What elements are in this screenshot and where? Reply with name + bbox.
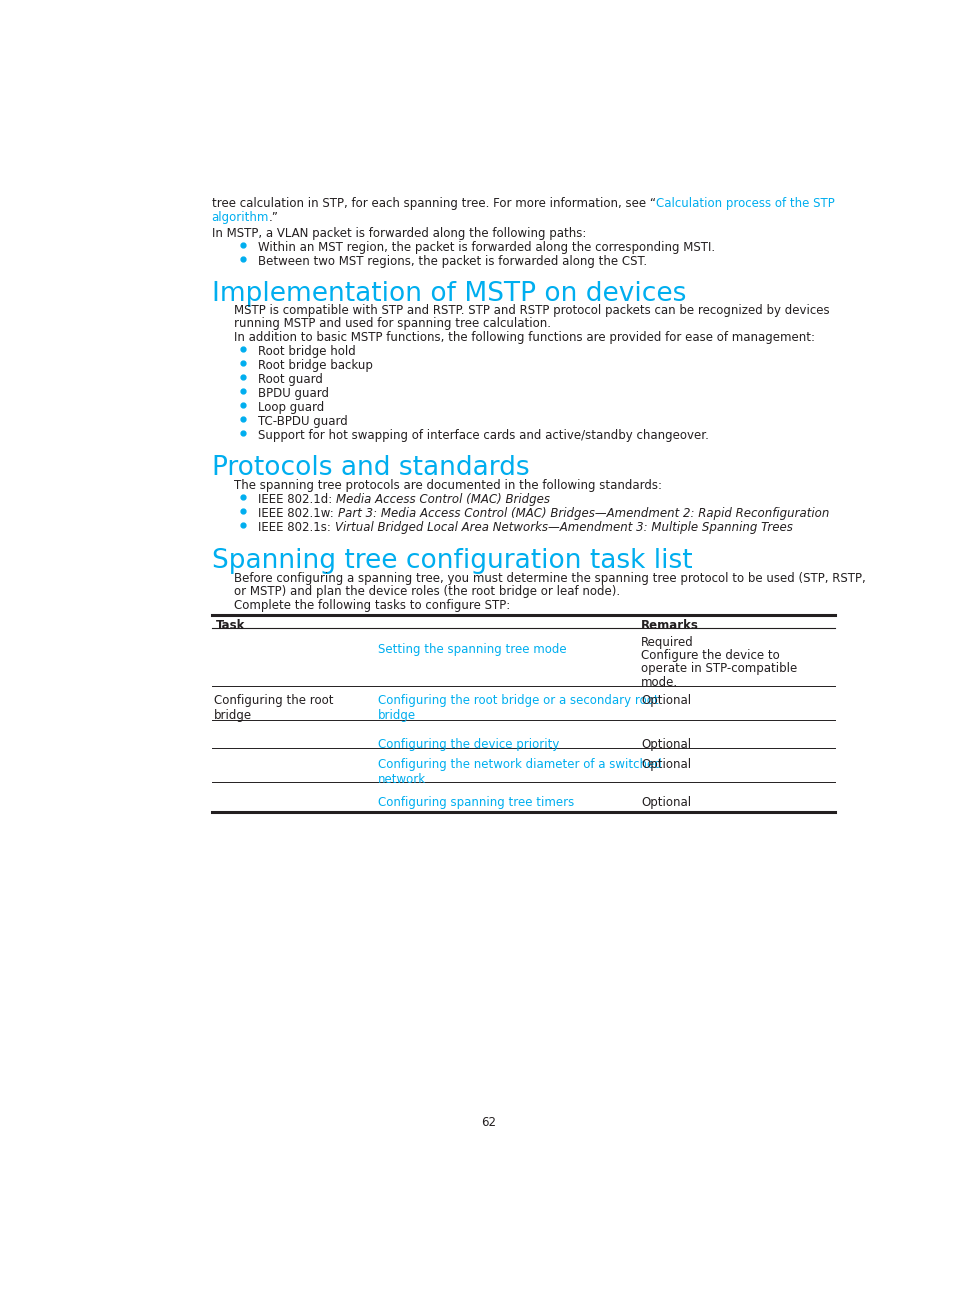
Text: Calculation process of the STP: Calculation process of the STP [655,197,834,210]
Text: or MSTP) and plan the device roles (the root bridge or leaf node).: or MSTP) and plan the device roles (the … [233,584,619,597]
Text: mode.: mode. [640,677,678,689]
Text: Support for hot swapping of interface cards and active/standby changeover.: Support for hot swapping of interface ca… [258,429,708,442]
Text: In addition to basic MSTP functions, the following functions are provided for ea: In addition to basic MSTP functions, the… [233,332,814,345]
Text: tree calculation in STP, for each spanning tree. For more information, see “: tree calculation in STP, for each spanni… [212,197,655,210]
Text: Required: Required [640,635,693,648]
Text: Remarks: Remarks [640,618,699,631]
Text: Spanning tree configuration task list: Spanning tree configuration task list [212,548,692,574]
Text: Loop guard: Loop guard [258,400,324,413]
Text: Configuring spanning tree timers: Configuring spanning tree timers [377,796,574,809]
Text: Configuring the network diameter of a switched
network: Configuring the network diameter of a sw… [377,758,661,787]
Text: Complete the following tasks to configure STP:: Complete the following tasks to configur… [233,599,510,612]
Text: Protocols and standards: Protocols and standards [212,455,529,481]
Text: The spanning tree protocols are documented in the following standards:: The spanning tree protocols are document… [233,478,661,492]
Text: IEEE 802.1s:: IEEE 802.1s: [258,521,335,534]
Text: algorithm: algorithm [212,211,269,224]
Text: Configuring the root bridge or a secondary root
bridge: Configuring the root bridge or a seconda… [377,695,658,722]
Text: Optional: Optional [640,739,691,752]
Text: TC-BPDU guard: TC-BPDU guard [258,415,348,428]
Text: Between two MST regions, the packet is forwarded along the CST.: Between two MST regions, the packet is f… [258,255,647,268]
Text: Media Access Control (MAC) Bridges: Media Access Control (MAC) Bridges [335,492,550,505]
Text: IEEE 802.1w:: IEEE 802.1w: [258,507,337,520]
Text: Optional: Optional [640,695,691,708]
Text: Root bridge backup: Root bridge backup [258,359,373,372]
Text: BPDU guard: BPDU guard [258,388,329,400]
Text: Root guard: Root guard [258,373,323,386]
Text: Before configuring a spanning tree, you must determine the spanning tree protoco: Before configuring a spanning tree, you … [233,572,864,584]
Text: MSTP is compatible with STP and RSTP. STP and RSTP protocol packets can be recog: MSTP is compatible with STP and RSTP. ST… [233,305,828,318]
Text: Task: Task [216,618,245,631]
Text: Virtual Bridged Local Area Networks—Amendment 3: Multiple Spanning Trees: Virtual Bridged Local Area Networks—Amen… [335,521,792,534]
Text: IEEE 802.1d:: IEEE 802.1d: [258,492,335,505]
Text: .”: .” [269,211,278,224]
Text: Configuring the root
bridge: Configuring the root bridge [213,695,333,722]
Text: Configuring the device priority: Configuring the device priority [377,739,558,752]
Text: Setting the spanning tree mode: Setting the spanning tree mode [377,643,566,656]
Text: Optional: Optional [640,758,691,771]
Text: Implementation of MSTP on devices: Implementation of MSTP on devices [212,281,685,307]
Text: Within an MST region, the packet is forwarded along the corresponding MSTI.: Within an MST region, the packet is forw… [258,241,715,254]
Text: running MSTP and used for spanning tree calculation.: running MSTP and used for spanning tree … [233,318,550,330]
Text: Optional: Optional [640,796,691,809]
Text: In MSTP, a VLAN packet is forwarded along the following paths:: In MSTP, a VLAN packet is forwarded alon… [212,227,585,240]
Text: 62: 62 [481,1116,496,1129]
Text: Part 3: Media Access Control (MAC) Bridges—Amendment 2: Rapid Reconfiguration: Part 3: Media Access Control (MAC) Bridg… [337,507,828,520]
Text: Configure the device to: Configure the device to [640,649,780,662]
Text: operate in STP-compatible: operate in STP-compatible [640,662,797,675]
Text: Root bridge hold: Root bridge hold [258,345,355,358]
